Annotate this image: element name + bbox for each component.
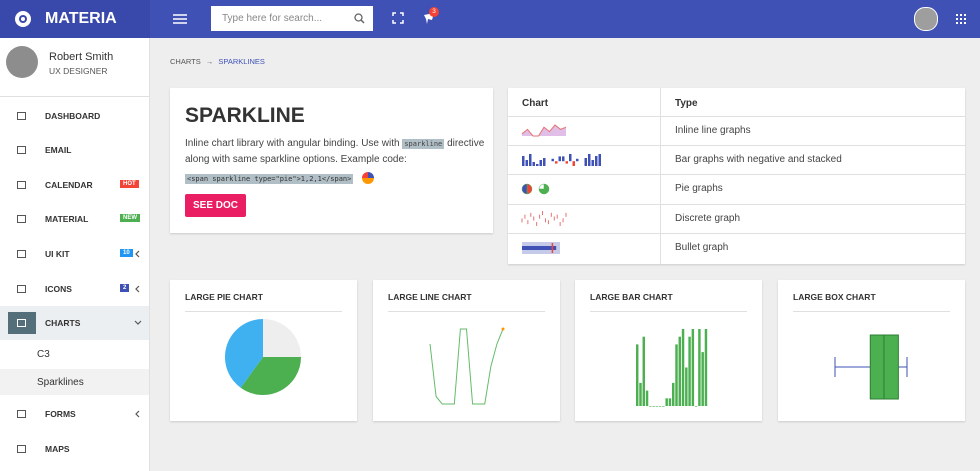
menu-badge: NEW bbox=[120, 214, 140, 222]
menu-icon bbox=[17, 250, 26, 258]
search-icon[interactable] bbox=[354, 13, 365, 24]
breadcrumb-separator: → bbox=[205, 57, 214, 66]
row-type: Bullet graph bbox=[675, 242, 729, 253]
code-example: <span sparkline type="pie">1,2,1</span> bbox=[185, 174, 354, 184]
menu-icon bbox=[17, 181, 26, 189]
profile-avatar bbox=[6, 46, 38, 78]
see-doc-button[interactable]: SEE DOC bbox=[185, 194, 246, 217]
row-divider bbox=[508, 233, 965, 234]
chart-card: LARGE BAR CHART bbox=[575, 280, 762, 421]
title-divider bbox=[388, 311, 545, 312]
menu-item[interactable]: C3 bbox=[37, 349, 50, 360]
intro-text-1: Inline chart library with angular bindin… bbox=[185, 138, 400, 149]
menu-icon bbox=[17, 112, 26, 120]
chart-card: LARGE PIE CHART bbox=[170, 280, 357, 421]
search-box[interactable]: Type here for search... bbox=[211, 6, 373, 31]
menu-item[interactable]: UI KIT bbox=[45, 249, 70, 259]
chevron[interactable] bbox=[134, 285, 142, 293]
chart-title: LARGE PIE CHART bbox=[185, 292, 263, 302]
title-divider bbox=[590, 311, 747, 312]
menu-badge: 2 bbox=[120, 284, 130, 292]
menu-item[interactable]: CALENDAR bbox=[45, 180, 93, 190]
profile-role: UX DESIGNER bbox=[49, 66, 108, 76]
search-placeholder: Type here for search... bbox=[222, 13, 323, 24]
menu-item[interactable]: CHARTS bbox=[45, 318, 81, 328]
menu-badge: HOT bbox=[120, 180, 139, 188]
row-divider bbox=[508, 116, 965, 117]
fullscreen-icon[interactable] bbox=[392, 12, 404, 24]
menu-item[interactable]: MATERIAL bbox=[45, 214, 89, 224]
menu-icon bbox=[17, 410, 26, 418]
intro-text: Inline chart library with angular bindin… bbox=[185, 136, 485, 167]
row-type: Inline line graphs bbox=[675, 125, 751, 136]
column-divider bbox=[660, 88, 661, 264]
menu-item[interactable]: MAPS bbox=[45, 444, 70, 454]
apps-icon[interactable] bbox=[956, 14, 966, 24]
menu-icon-box bbox=[8, 312, 36, 334]
code-inline: sparkline bbox=[402, 139, 445, 149]
logo bbox=[15, 11, 31, 27]
row-divider bbox=[508, 174, 965, 175]
menu-icon bbox=[17, 319, 26, 327]
notification-badge: 3 bbox=[429, 7, 439, 17]
intro-text-2: directive along with same sparkline opti… bbox=[185, 138, 485, 165]
brand-box: MATERIA bbox=[0, 0, 150, 38]
chart-card: LARGE BOX CHART bbox=[778, 280, 965, 421]
table-card: Chart Type Inline line graphs Bar graphs … bbox=[508, 88, 965, 264]
user-avatar[interactable] bbox=[914, 7, 938, 31]
brand: MATERIA bbox=[45, 10, 117, 27]
menu-icon bbox=[17, 285, 26, 293]
row-divider bbox=[508, 204, 965, 205]
chevron[interactable] bbox=[134, 410, 142, 418]
menu-item[interactable]: EMAIL bbox=[45, 145, 72, 155]
chevron[interactable] bbox=[134, 319, 142, 327]
top-bar bbox=[0, 0, 980, 38]
active-row bbox=[0, 369, 149, 395]
row-type: Discrete graph bbox=[675, 213, 741, 224]
menu-item[interactable]: FORMS bbox=[45, 409, 76, 419]
sidebar: Robert Smith UX DESIGNER DASHBOARD EMAIL C… bbox=[0, 38, 150, 471]
breadcrumb-item[interactable]: CHARTS bbox=[170, 57, 201, 66]
table-header: Type bbox=[675, 98, 698, 109]
chevron[interactable] bbox=[134, 250, 142, 258]
menu-badge: 10 bbox=[120, 249, 133, 257]
chart-title: LARGE BOX CHART bbox=[793, 292, 876, 302]
row-type: Pie graphs bbox=[675, 183, 723, 194]
title-divider bbox=[185, 311, 342, 312]
chart-title: LARGE BAR CHART bbox=[590, 292, 673, 302]
menu-icon bbox=[17, 445, 26, 453]
menu-item[interactable]: DASHBOARD bbox=[45, 111, 101, 121]
intro-title: SPARKLINE bbox=[185, 104, 305, 127]
menu-icon bbox=[17, 215, 26, 223]
title-divider bbox=[793, 311, 950, 312]
menu-item[interactable]: ICONS bbox=[45, 284, 72, 294]
intro-card: SPARKLINE Inline chart library with angu… bbox=[170, 88, 493, 233]
chart-card: LARGE LINE CHART bbox=[373, 280, 560, 421]
breadcrumb-item: SPARKLINES bbox=[218, 57, 265, 66]
profile-name: Robert Smith bbox=[49, 51, 114, 63]
menu-icon bbox=[17, 146, 26, 154]
divider bbox=[0, 96, 149, 97]
row-type: Bar graphs with negative and stacked bbox=[675, 154, 842, 165]
chart-title: LARGE LINE CHART bbox=[388, 292, 472, 302]
table-header: Chart bbox=[522, 98, 549, 109]
row-divider bbox=[508, 145, 965, 146]
breadcrumb: CHARTS → SPARKLINES bbox=[170, 57, 265, 66]
menu-toggle[interactable] bbox=[172, 13, 188, 25]
menu-item[interactable]: Sparklines bbox=[37, 377, 84, 388]
